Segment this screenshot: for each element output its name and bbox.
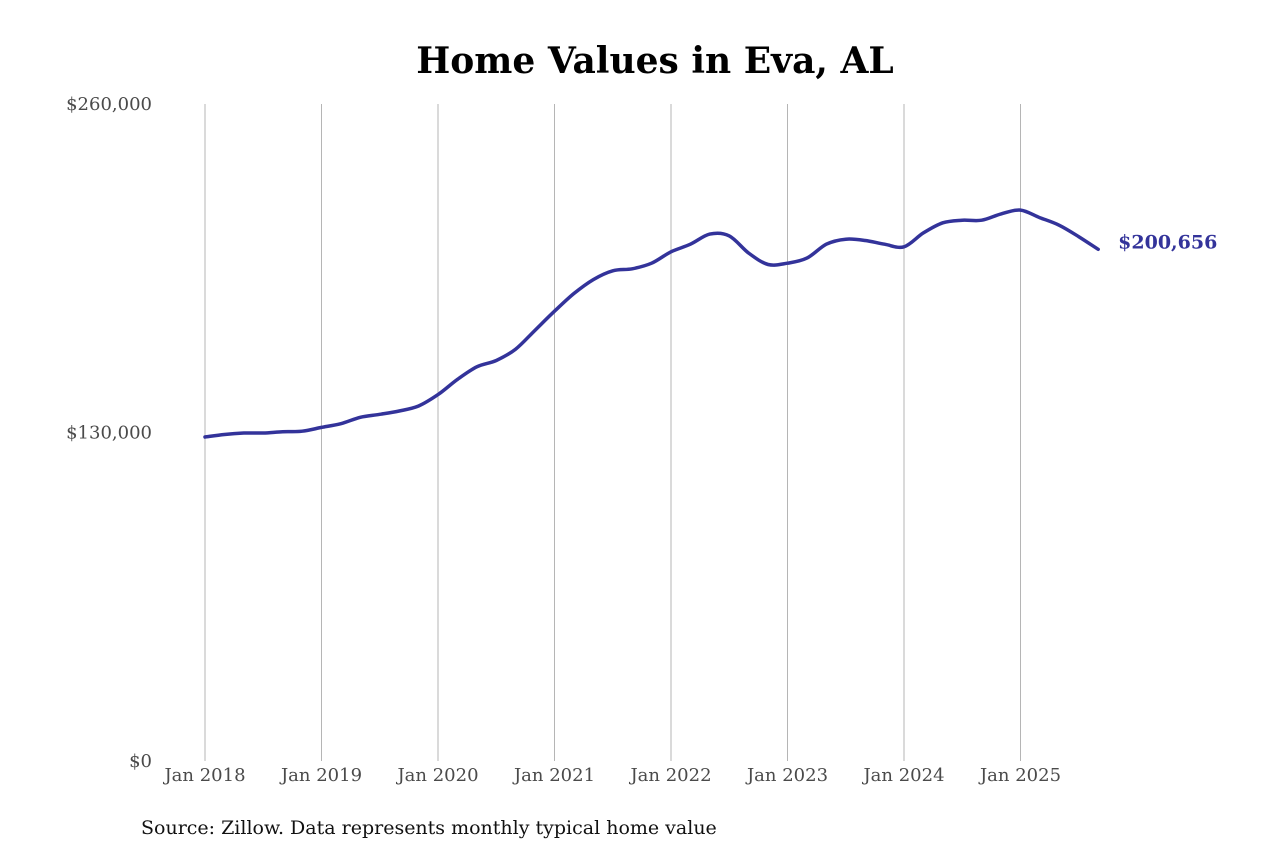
- x-tick-label: Jan 2021: [512, 765, 595, 786]
- y-tick-label: $130,000: [66, 423, 152, 444]
- x-axis-tick-labels: Jan 2018 Jan 2019 Jan 2020 Jan 2021 Jan 2022…: [162, 765, 1061, 786]
- chart-title: Home Values in Eva, AL: [416, 40, 893, 82]
- x-tick-label: Jan 2025: [978, 765, 1061, 786]
- home-value-line: [203, 208, 1100, 439]
- x-tick-label: Jan 2019: [279, 765, 362, 786]
- x-tick-label: Jan 2020: [395, 765, 478, 786]
- latest-value-label: $200,656: [1118, 231, 1217, 253]
- y-axis-tick-labels: $0 $130,000 $260,000: [66, 94, 152, 772]
- source-note: Source: Zillow. Data represents monthly …: [141, 817, 717, 839]
- vertical-gridlines: [204, 104, 1021, 761]
- x-tick-label: Jan 2024: [861, 765, 944, 786]
- x-tick-label: Jan 2022: [628, 765, 711, 786]
- x-tick-label: Jan 2018: [162, 765, 245, 786]
- x-tick-label: Jan 2023: [745, 765, 828, 786]
- y-tick-label: $260,000: [66, 94, 152, 115]
- y-tick-label: $0: [129, 751, 152, 772]
